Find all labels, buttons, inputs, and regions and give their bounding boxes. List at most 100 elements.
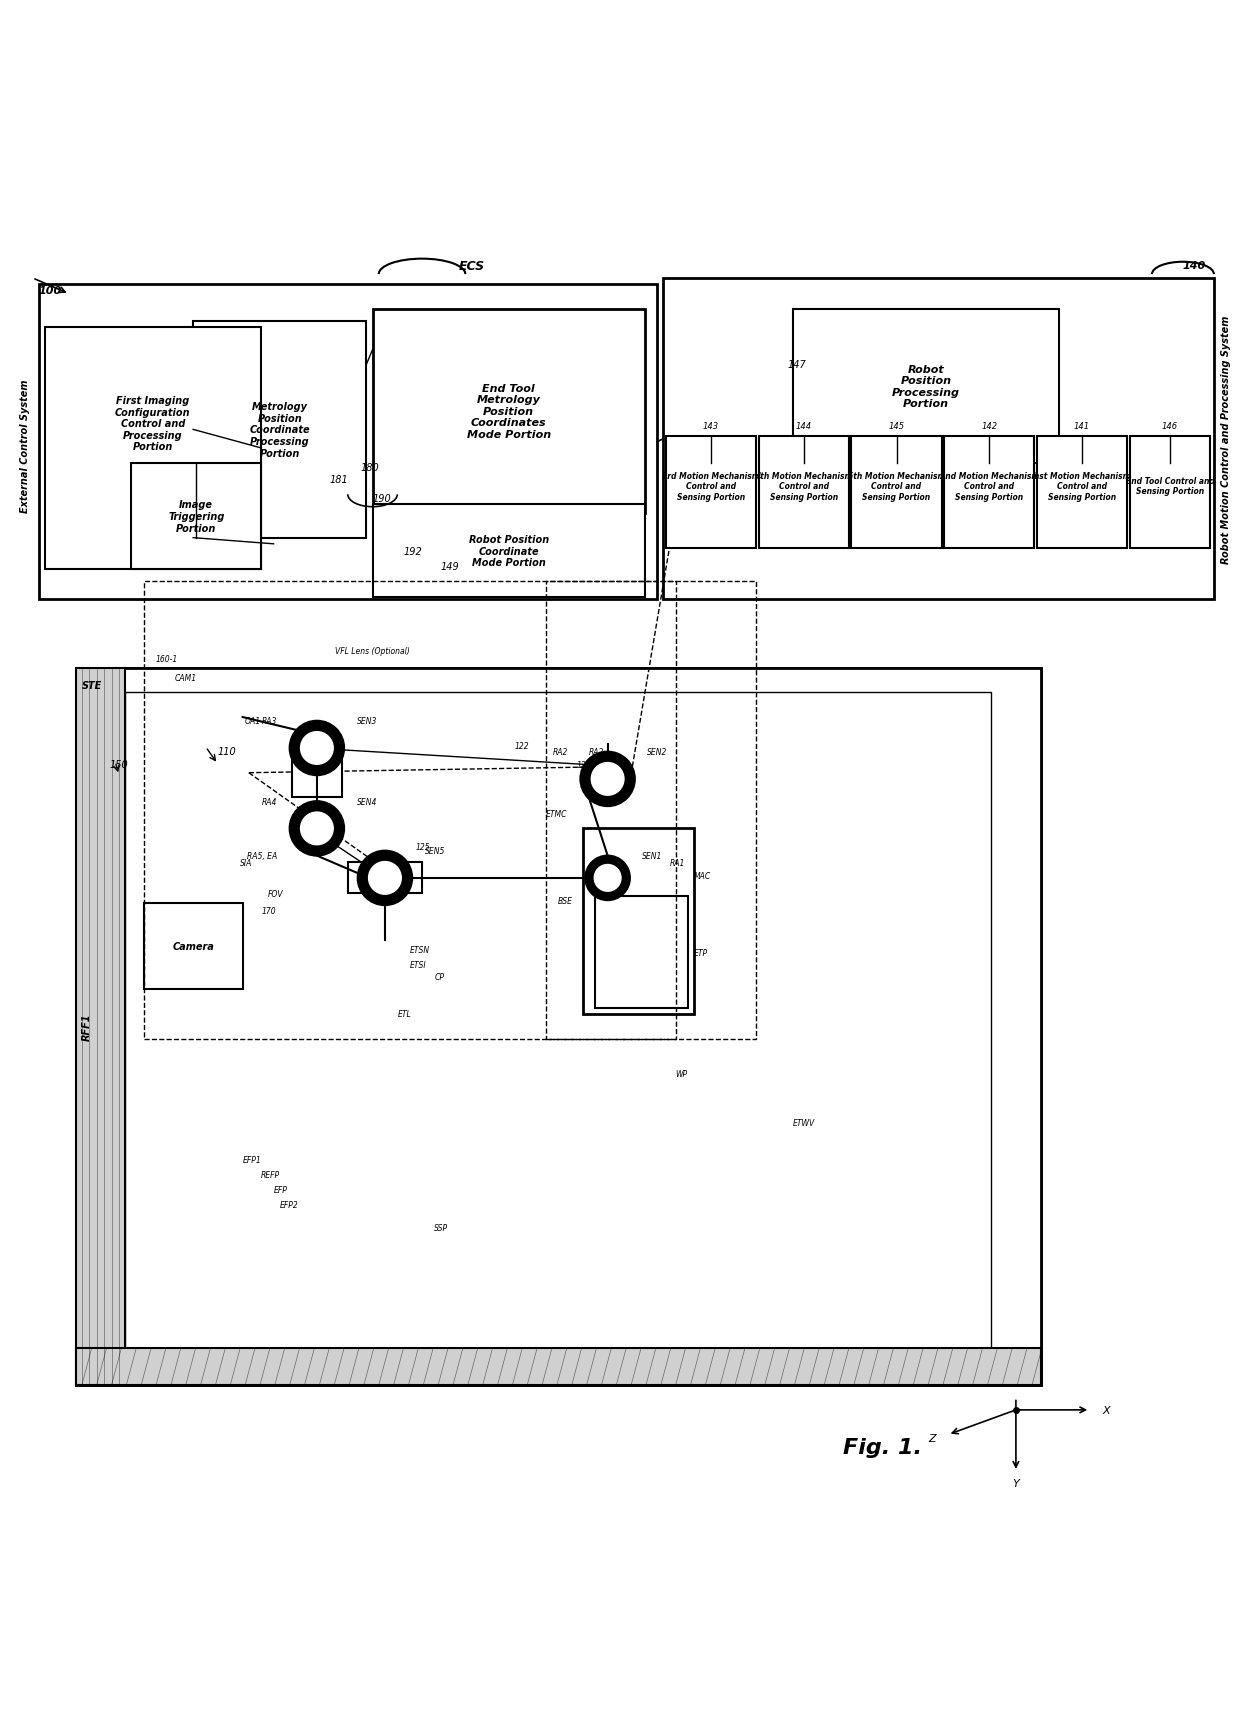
Text: Fig. 1.: Fig. 1. [843,1438,921,1457]
FancyBboxPatch shape [1037,436,1127,549]
Circle shape [594,864,621,892]
Text: End Tool
Metrology
Position
Coordinates
Mode Portion: End Tool Metrology Position Coordinates … [466,383,551,440]
Text: VFL Lens (Optional): VFL Lens (Optional) [336,646,410,656]
Text: ETSN: ETSN [409,946,430,954]
Text: 110: 110 [218,746,237,757]
Text: CP: CP [434,973,444,982]
Text: 4th Motion Mechanism
Control and
Sensing Portion: 4th Motion Mechanism Control and Sensing… [755,471,852,501]
Text: STE: STE [82,681,102,691]
Circle shape [357,850,412,906]
Text: EFP: EFP [274,1185,288,1195]
Text: Image
Triggering
Portion: Image Triggering Portion [169,501,224,533]
Text: 5th Motion Mechanism
Control and
Sensing Portion: 5th Motion Mechanism Control and Sensing… [848,471,945,501]
FancyBboxPatch shape [76,669,1040,1386]
Text: EFP1: EFP1 [243,1155,262,1164]
FancyBboxPatch shape [144,902,243,989]
FancyBboxPatch shape [347,863,422,894]
Text: RA3: RA3 [262,717,278,726]
Circle shape [290,721,343,776]
Text: 190: 190 [372,494,392,504]
FancyBboxPatch shape [794,310,1059,464]
FancyBboxPatch shape [372,310,645,514]
Text: RA4: RA4 [262,797,278,805]
Text: EFP2: EFP2 [280,1200,299,1209]
Text: 147: 147 [787,360,806,369]
FancyBboxPatch shape [666,436,756,549]
FancyBboxPatch shape [193,322,366,539]
Text: SSP: SSP [434,1225,449,1233]
FancyBboxPatch shape [293,752,342,798]
Text: ETSI: ETSI [409,961,427,970]
Circle shape [290,802,343,856]
FancyBboxPatch shape [595,897,688,1008]
Text: 150: 150 [109,759,128,769]
FancyBboxPatch shape [583,830,694,1015]
FancyBboxPatch shape [125,693,991,1361]
FancyBboxPatch shape [759,436,849,549]
Text: RA2: RA2 [553,748,568,757]
Text: SEN4: SEN4 [356,797,377,805]
Text: First Imaging
Configuration
Control and
Processing
Portion: First Imaging Configuration Control and … [115,397,191,452]
Text: 145: 145 [888,423,905,431]
Text: 144: 144 [796,423,812,431]
Text: 140: 140 [1183,262,1207,272]
Text: 149: 149 [440,561,459,572]
Text: ETMC: ETMC [546,809,567,819]
Text: RA5, EA: RA5, EA [247,852,278,861]
Text: MAC: MAC [694,871,712,880]
Text: OA1: OA1 [246,717,262,726]
Text: SEN2: SEN2 [647,748,667,757]
Text: FOV: FOV [268,890,283,899]
Text: Z: Z [928,1434,935,1443]
Text: 142: 142 [981,423,997,431]
Text: 3rd Motion Mechanism
Control and
Sensing Portion: 3rd Motion Mechanism Control and Sensing… [662,471,760,501]
Text: ETL: ETL [397,1010,410,1018]
FancyBboxPatch shape [944,436,1034,549]
Circle shape [300,812,334,845]
FancyBboxPatch shape [852,436,941,549]
Text: SIA: SIA [241,859,253,868]
Text: 2nd Motion Mechanism
Control and
Sensing Portion: 2nd Motion Mechanism Control and Sensing… [940,471,1039,501]
Text: SEN1: SEN1 [642,852,662,861]
FancyBboxPatch shape [38,284,657,601]
FancyBboxPatch shape [45,327,262,570]
Text: End Tool Control and
Sensing Portion: End Tool Control and Sensing Portion [1126,476,1214,495]
FancyBboxPatch shape [131,464,262,570]
Text: Robot Motion Control and Processing System: Robot Motion Control and Processing Syst… [1221,315,1231,563]
Text: 146: 146 [1162,423,1178,431]
Text: 160-1: 160-1 [156,655,179,663]
Text: REFP: REFP [262,1171,280,1179]
Text: 122: 122 [515,741,529,750]
Text: RFF1: RFF1 [82,1013,92,1041]
Text: ECS: ECS [459,260,485,272]
Circle shape [580,752,635,807]
Text: 1st Motion Mechanism
Control and
Sensing Portion: 1st Motion Mechanism Control and Sensing… [1034,471,1131,501]
Text: SEN3: SEN3 [356,717,377,726]
FancyBboxPatch shape [76,669,125,1386]
Text: Camera: Camera [172,942,215,951]
Text: 170: 170 [262,906,275,914]
Circle shape [300,733,334,766]
FancyBboxPatch shape [76,669,1040,1386]
Text: Y: Y [1013,1477,1019,1488]
Text: 125: 125 [415,843,430,852]
Text: Metrology
Position
Coordinate
Processing
Portion: Metrology Position Coordinate Processing… [249,402,310,459]
Text: RA2: RA2 [589,748,604,757]
Text: 121: 121 [577,760,591,769]
Circle shape [368,863,402,895]
Text: 192: 192 [403,546,423,556]
Text: CAM1: CAM1 [175,674,197,682]
Text: WP: WP [676,1069,688,1079]
Text: BSE: BSE [558,895,573,906]
FancyBboxPatch shape [372,506,645,598]
Text: 100: 100 [38,286,62,296]
Text: 180: 180 [360,462,379,473]
Text: External Control System: External Control System [20,379,30,513]
Text: SEN5: SEN5 [424,847,445,856]
Text: ETWV: ETWV [794,1119,816,1128]
FancyBboxPatch shape [1130,436,1210,549]
Text: 141: 141 [1074,423,1090,431]
Text: Robot
Position
Processing
Portion: Robot Position Processing Portion [893,364,960,409]
FancyBboxPatch shape [76,1347,1040,1386]
Circle shape [585,856,630,901]
